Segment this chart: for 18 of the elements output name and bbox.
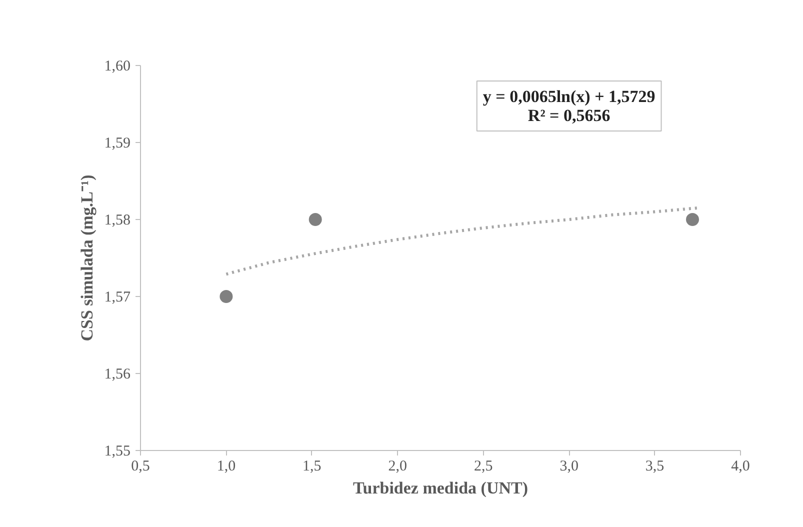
- x-axis-title: Turbidez medida (UNT): [352, 478, 528, 498]
- x-tick-label: 0,5: [131, 458, 150, 474]
- x-tick-label: 4,0: [731, 458, 750, 474]
- x-tick-label: 2,0: [388, 458, 408, 474]
- x-tick-label: 1,5: [302, 458, 322, 474]
- x-tick-label: 1,0: [216, 458, 236, 474]
- x-tick-label: 2,5: [474, 458, 493, 474]
- annotation: y = 0,0065ln(x) + 1,5729 R² = 0,5656: [482, 86, 656, 125]
- y-tick-label: 1,57: [104, 290, 131, 306]
- y-tick-label: 1,59: [104, 136, 130, 152]
- y-tick-label: 1,56: [104, 366, 131, 382]
- y-tick-label: 1,55: [104, 444, 130, 460]
- x-tick-label: 3,5: [645, 458, 664, 474]
- x-tick-label: 3,0: [560, 458, 578, 474]
- y-tick-label: 1,60: [104, 58, 130, 74]
- y-tick-label: 1,58: [104, 212, 130, 228]
- line-series: [224, 206, 700, 276]
- y-axis-title: CSS simulada (mg.L⁻¹): [77, 174, 96, 342]
